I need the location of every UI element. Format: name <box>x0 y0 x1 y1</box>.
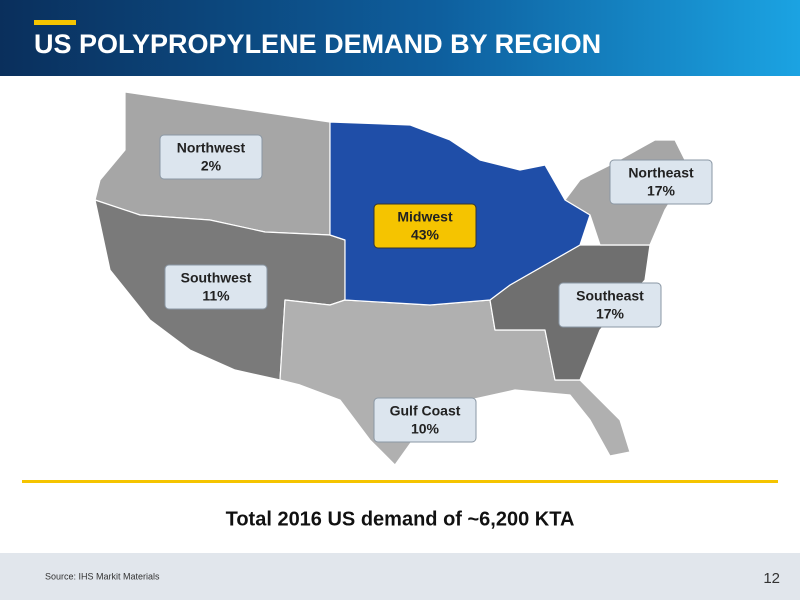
title: US POLYPROPYLENE DEMAND BY REGION <box>34 29 601 59</box>
region-name: Northwest <box>177 140 246 156</box>
footer-band <box>0 553 800 600</box>
region-share: 10% <box>411 421 440 437</box>
region-share: 43% <box>411 227 440 243</box>
region-labels: Northwest 2% Northeast 17% Midwest 43% S… <box>159 134 713 443</box>
region-share: 17% <box>647 183 676 199</box>
region-name: Midwest <box>397 209 453 225</box>
label-box <box>558 282 662 328</box>
region-name: Northeast <box>628 165 694 181</box>
label-box <box>159 134 263 180</box>
divider <box>22 480 778 483</box>
label-box <box>164 264 268 310</box>
source: Source: IHS Markit Materials <box>45 571 160 581</box>
label-box <box>373 203 477 249</box>
label-box <box>373 397 477 443</box>
summary: Total 2016 US demand of ~6,200 KTA <box>226 508 575 530</box>
region-share: 11% <box>202 288 230 304</box>
accent-bar <box>34 20 76 25</box>
region-share: 2% <box>201 158 222 174</box>
page-number: 12 <box>763 570 780 587</box>
region-name: Southeast <box>576 288 644 304</box>
region-share: 17% <box>596 306 625 322</box>
header-band <box>0 0 800 76</box>
region-name: Gulf Coast <box>390 403 461 419</box>
label-box <box>609 159 713 205</box>
region-name: Southwest <box>181 270 252 286</box>
